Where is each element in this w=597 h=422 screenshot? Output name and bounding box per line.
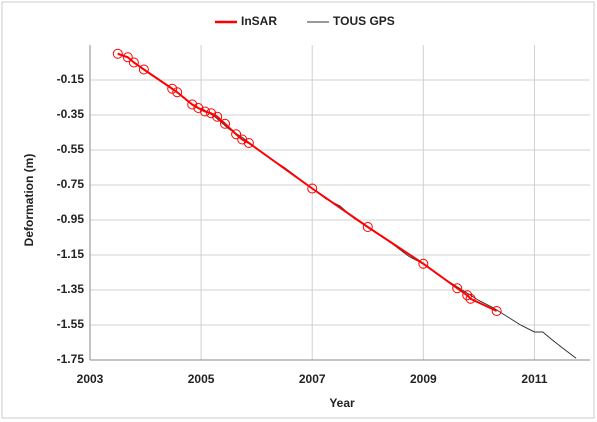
marker	[237, 134, 248, 145]
y-tick-label: -0.75	[57, 177, 85, 191]
x-tick-label: 2003	[77, 372, 104, 386]
marker	[362, 222, 373, 232]
series-line	[117, 52, 498, 312]
marker	[167, 83, 178, 94]
marker	[231, 129, 242, 140]
marker	[128, 57, 139, 68]
marker	[418, 258, 429, 269]
x-tick-label: 2011	[521, 372, 547, 386]
marker	[112, 48, 123, 59]
y-tick-label: -1.55	[57, 317, 85, 331]
x-axis-label: Year	[329, 396, 355, 410]
y-tick-label: -0.15	[57, 72, 85, 86]
x-tick-label: 2009	[410, 372, 437, 386]
marker	[462, 290, 473, 301]
marker	[172, 87, 183, 98]
marker	[193, 103, 204, 113]
marker	[212, 111, 223, 122]
y-tick-label: -0.35	[57, 107, 85, 121]
y-tick-label: -1.15	[57, 247, 85, 261]
marker	[452, 283, 463, 294]
marker	[187, 99, 198, 110]
marker	[220, 118, 230, 129]
marker	[200, 106, 210, 117]
marker	[206, 108, 217, 119]
legend-label: TOUS GPS	[333, 14, 395, 28]
x-tick-label: 2005	[188, 372, 215, 386]
y-tick-label: -1.35	[57, 282, 85, 296]
marker	[243, 138, 254, 148]
marker	[491, 306, 502, 316]
y-axis-label: Deformation (m)	[22, 154, 36, 247]
x-tick-label: 2007	[299, 372, 326, 386]
marker	[307, 183, 318, 194]
marker	[122, 52, 133, 63]
y-tick-label: -0.95	[57, 212, 85, 226]
y-tick-label: -0.55	[57, 142, 85, 156]
marker	[465, 293, 476, 304]
y-tick-label: -1.75	[57, 352, 85, 366]
marker	[138, 64, 149, 75]
legend-label: InSAR	[241, 14, 277, 28]
